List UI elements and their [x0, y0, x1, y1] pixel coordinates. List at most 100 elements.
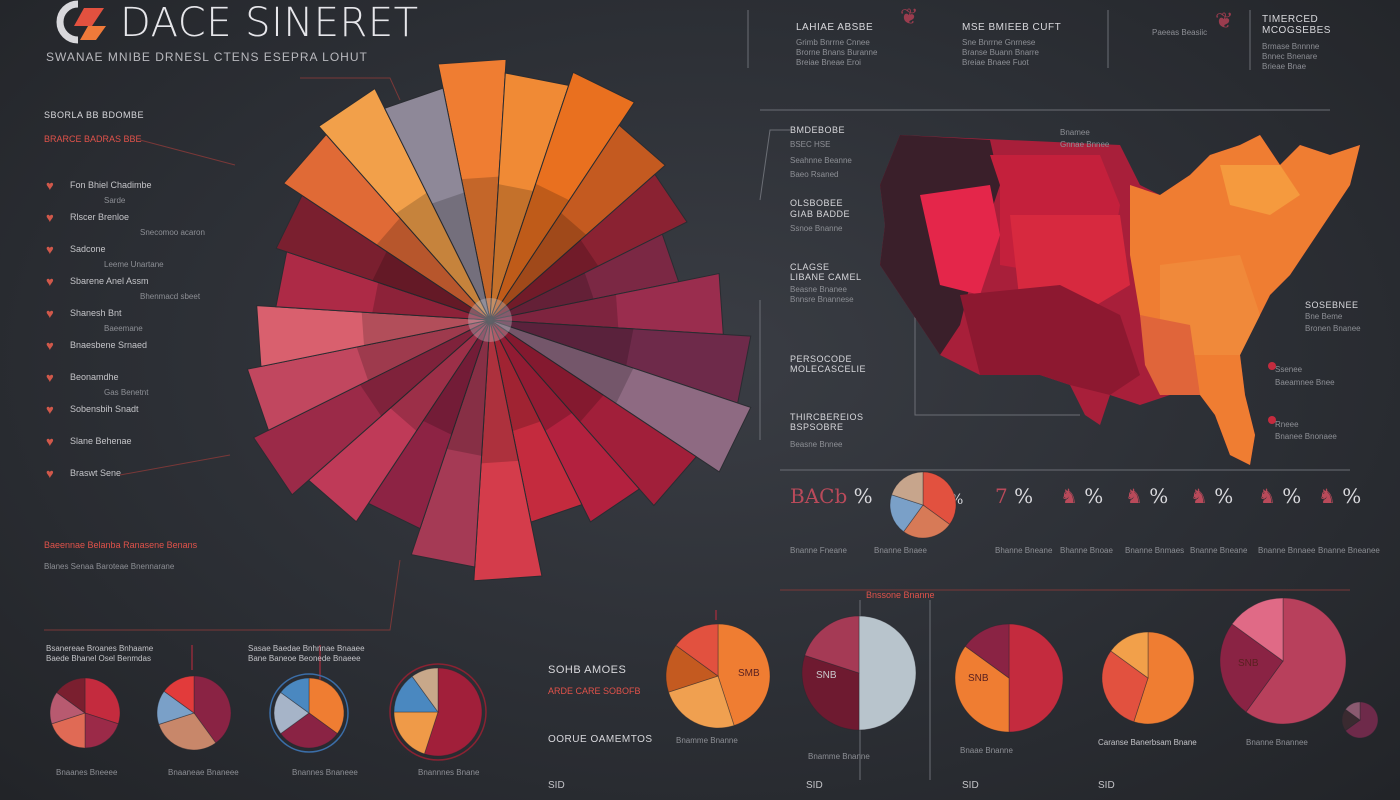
pie-slice — [280, 677, 310, 714]
left-footer-2: Blanes Senaa Baroteae Bnennarane — [44, 562, 175, 571]
percent-caption: Bnanne Bnaee — [874, 546, 927, 555]
fan-hub — [468, 298, 512, 342]
fan-slice — [383, 87, 491, 321]
pie-slice — [889, 494, 924, 533]
pie-chart-tiny — [1341, 701, 1379, 739]
pie-slice — [1344, 701, 1379, 739]
map-label-title: SOSEBNEE — [1305, 300, 1359, 310]
page-subtitle: SWANAE MNIBE DRNESL CTENS ESEPRA LOHUT — [46, 50, 368, 64]
pie-slice — [56, 677, 86, 714]
pie-inner-label: SMB — [738, 668, 760, 679]
top-block-2-line: Breiae Bnaee Fuot — [962, 58, 1029, 67]
top-block-3-line: Bnnec Bnenare — [1262, 52, 1318, 61]
map-label-title2: LIBANE CAMEL — [790, 272, 862, 282]
fan-slice-inner — [372, 251, 490, 320]
map-label-title2: GIAB BADDE — [790, 209, 851, 219]
pie-slice — [891, 471, 924, 506]
fan-slice-inner — [356, 320, 490, 381]
pie-slice — [1110, 631, 1149, 679]
axis-label: SID — [1098, 780, 1115, 791]
bottom-left-caption: Sasae Baedae Bnhnnae Bnaaee — [248, 644, 365, 653]
left-list-item-sub: Snecomoo acaron — [140, 228, 205, 237]
map-label-title: Ssenee — [1275, 365, 1303, 374]
top-block-3-line: Brieae Bnae — [1262, 62, 1307, 71]
top-block-3-line: Brmase Bnnnne — [1262, 42, 1320, 51]
pie-slice — [84, 677, 121, 725]
pie-slice — [1344, 701, 1361, 721]
pie-chart-bottom-right-1 — [665, 623, 771, 729]
percent-caption: Bnanne Fneane — [790, 546, 847, 555]
percent-value: BACb % — [790, 484, 873, 508]
percent-glyph: BACb — [790, 484, 854, 508]
pie-slice — [964, 623, 1010, 679]
us-map — [880, 135, 1360, 465]
pie-slice — [1133, 631, 1195, 725]
pie-slice — [84, 712, 119, 749]
map-label-line: Ssnoe Bnanne — [790, 224, 843, 233]
pie-slice — [801, 654, 860, 731]
left-panel-heading-red: BRARCE BADRAS BBE — [44, 134, 142, 144]
pie-caption: Bnamme Bnanne — [808, 752, 870, 761]
percent-sign: % — [853, 484, 873, 508]
percent-caption: Bnanne Bneane — [1190, 546, 1248, 555]
top-block-1-line: Brorne Bnans Buranne — [796, 48, 878, 57]
top-block-2-line: Sne Bnrrne Gnrnese — [962, 38, 1036, 47]
pie-chart-small — [889, 471, 957, 539]
map-label-line: Beasne Bnnee — [790, 440, 843, 449]
pie-slice — [393, 711, 439, 755]
left-list-item-label: Braswt Sene — [70, 468, 122, 478]
pie-ring — [269, 673, 349, 753]
left-list-item-label: Shanesh Bnt — [70, 308, 122, 318]
fan-chart — [246, 60, 752, 582]
fan-slice-inner — [376, 217, 490, 320]
percent-value: ♞ % — [1318, 484, 1361, 508]
fan-slice-inner — [490, 239, 599, 320]
top-block-1-line: Breiae Bneae Eroi — [796, 58, 861, 67]
pie-caption: Bnaanes Bneeee — [56, 768, 118, 777]
pie-slice — [411, 667, 439, 714]
map-label-title2: Bne Beme — [1305, 312, 1343, 321]
pie-ring — [389, 663, 487, 761]
top-label: Bnssone Bnanne — [866, 590, 935, 600]
percent-glyph: ♞ — [1190, 484, 1215, 508]
block-title: SOHB AMOES — [548, 664, 627, 676]
pie-slice — [717, 623, 771, 726]
map-label-title: Rneee — [1275, 420, 1299, 429]
fan-slice-inner — [490, 272, 594, 320]
pie-slice — [158, 712, 217, 751]
pie-chart-bottom-left-3 — [269, 673, 349, 753]
fan-slice-inner — [361, 312, 490, 346]
percent-glyph: ♞ — [1060, 484, 1085, 508]
heart-icon: ♥ — [46, 306, 54, 321]
fan-slice-inner — [481, 320, 519, 464]
pie-slice — [954, 645, 1010, 733]
heart-icon: ❦ — [900, 4, 919, 29]
map-label-line: Baeamnee Bnee — [1275, 378, 1335, 387]
pie-caption: Bnaaneae Bnaneee — [168, 768, 239, 777]
percent-value: 7 % — [995, 484, 1033, 508]
heart-icon: ♥ — [46, 242, 54, 257]
pie-chart-bottom-left-2 — [156, 675, 232, 751]
map-label-title: CLAGSE — [790, 262, 830, 272]
pie-slice — [193, 675, 232, 744]
map-label-title2: MOLECASCELIE — [790, 364, 867, 374]
left-list-item-label: Sadcone — [70, 244, 106, 254]
pie-inner-label: SNB — [816, 670, 837, 681]
percent-sign: % — [1014, 484, 1034, 508]
left-list-item-label: Sobensbih Snadt — [70, 404, 139, 414]
pie-slice — [922, 471, 957, 525]
fan-slice-inner — [395, 192, 490, 320]
pie-caption: Bnamme Bnanne — [676, 736, 738, 745]
pie-chart-bottom-left-1 — [49, 677, 121, 749]
percent-caption: Bnanne Bneanee — [1318, 546, 1380, 555]
top-block-3-title2: MCOGSEBES — [1262, 25, 1331, 36]
left-list-item-label: Slane Behenae — [70, 436, 132, 446]
percent-value: ♞ % — [1125, 484, 1168, 508]
map-label-title: PERSOCODE — [790, 354, 853, 364]
percent-glyph: 7 — [995, 484, 1015, 508]
pie-chart-bottom-right-5 — [1219, 597, 1347, 725]
percent-sign: % — [1342, 484, 1362, 508]
heart-icon: ♥ — [46, 274, 54, 289]
fan-slice-inner — [490, 183, 570, 320]
percent-glyph: ♞ — [1125, 484, 1150, 508]
